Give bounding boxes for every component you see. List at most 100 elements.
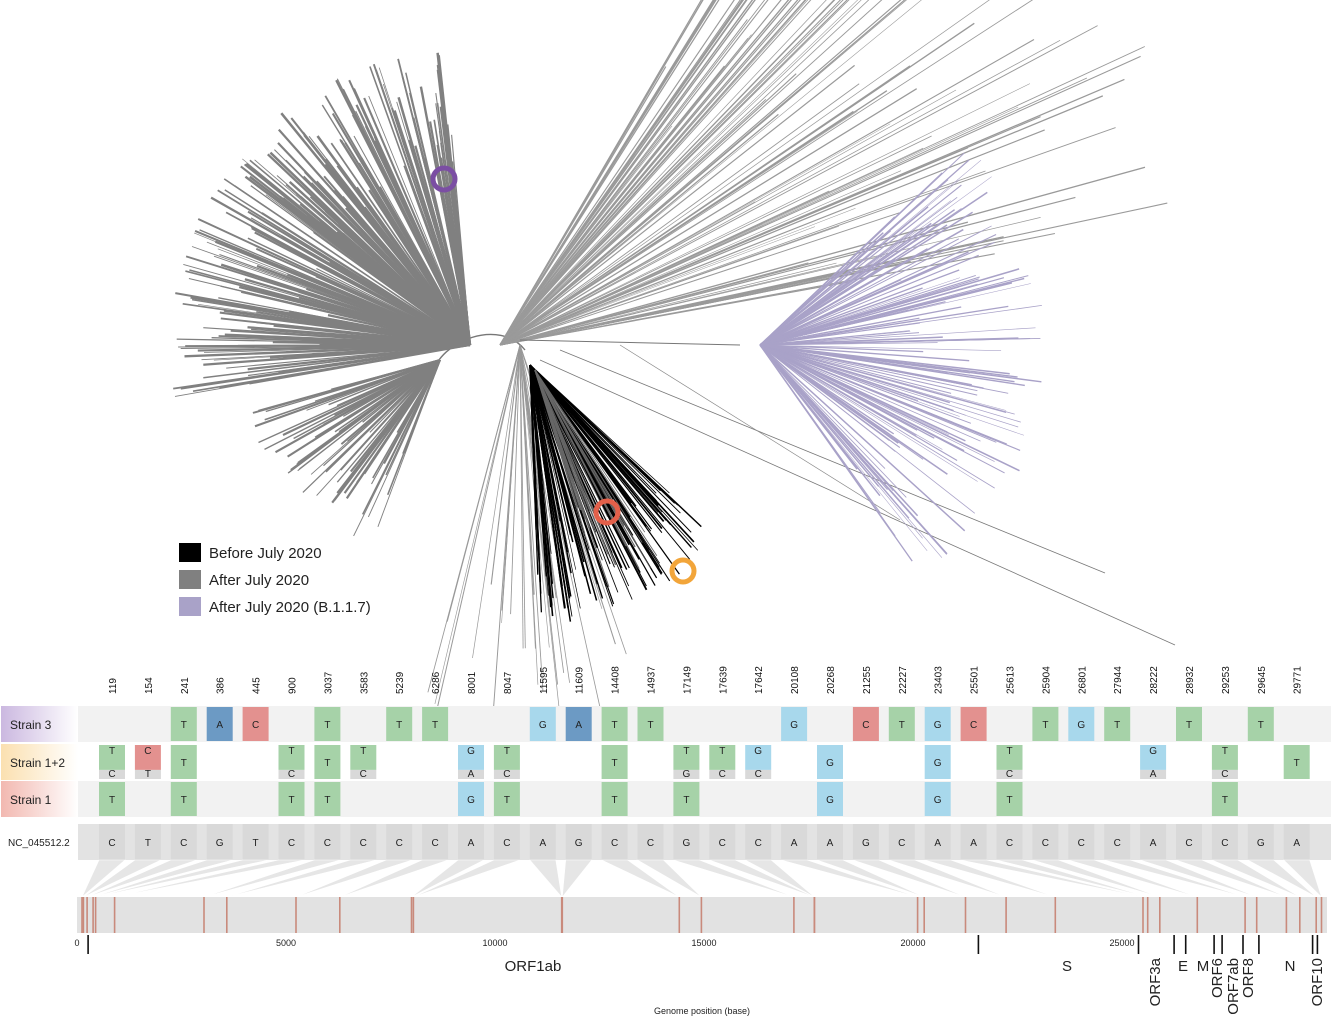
position-connector	[413, 859, 520, 898]
position-connector	[295, 859, 413, 898]
tree-branch	[759, 344, 1021, 423]
position-connector	[411, 859, 485, 898]
position-label: 20268	[826, 666, 837, 694]
tree-branch	[325, 359, 441, 473]
tree-branch	[759, 241, 995, 346]
tree-branch	[217, 248, 471, 346]
variant-base: T	[647, 720, 653, 731]
tree-branch	[436, 69, 471, 346]
axis-tick-label: 5000	[276, 938, 296, 948]
tree-clade-gray-right	[499, 0, 1168, 346]
reference-cell	[278, 824, 305, 860]
variant-base: A	[575, 720, 582, 731]
reference-cell	[924, 824, 951, 860]
position-label: 23403	[934, 666, 945, 694]
tree-branch	[759, 344, 886, 469]
tree-branch	[759, 230, 891, 346]
variant-cell	[924, 707, 951, 741]
tree-branch	[759, 344, 907, 498]
reference-cell	[99, 824, 125, 860]
position-connector	[1247, 859, 1317, 898]
variant-cell	[529, 707, 556, 741]
reference-cell	[242, 824, 269, 860]
variant-cell-minor	[673, 769, 700, 779]
tree-branch	[296, 359, 441, 466]
strain-marker-1	[430, 165, 458, 193]
position-label: 17642	[754, 666, 765, 694]
variant-cell	[960, 707, 987, 741]
axis-tick-label: 20000	[901, 938, 926, 948]
tree-branch	[499, 0, 756, 346]
variant-base: T	[181, 720, 187, 731]
variant-cell	[924, 782, 951, 816]
position-connector	[745, 859, 815, 898]
tree-branch	[499, 0, 754, 346]
reference-base: C	[180, 838, 187, 849]
tree-branch	[529, 364, 671, 526]
tree-branch	[759, 159, 982, 346]
variant-cell-major	[493, 745, 520, 770]
legend-swatch	[179, 543, 201, 562]
variant-base-minor: A	[1150, 769, 1157, 780]
position-connector	[83, 859, 162, 898]
tree-branch	[759, 344, 938, 412]
variant-base: T	[324, 758, 330, 769]
reference-cell	[493, 824, 520, 860]
tree-branch	[417, 169, 471, 346]
position-label: 27944	[1113, 666, 1124, 694]
position-connector	[529, 859, 563, 898]
variant-base: T	[612, 758, 618, 769]
tree-branch	[472, 344, 521, 659]
position-connector	[601, 859, 680, 898]
reference-cell	[1104, 824, 1131, 860]
tree-branch	[529, 364, 691, 560]
tree-branch	[759, 344, 858, 470]
variant-cell	[170, 745, 197, 779]
tree-branch	[759, 269, 960, 346]
variant-cell-major	[278, 745, 305, 770]
tree-branch	[293, 359, 441, 440]
tree-branch	[759, 344, 995, 489]
tree-branch	[490, 344, 521, 585]
tree-branch	[258, 359, 441, 444]
tree-branch	[499, 110, 854, 346]
reference-base: C	[1078, 838, 1085, 849]
snp-alignment: Strain 3 Strain 1+2 Strain 1 NC_045512.2 119…	[1, 666, 1331, 860]
gene-label: ORF1ab	[505, 958, 562, 975]
reference-base: G	[575, 838, 583, 849]
position-connector	[1175, 859, 1287, 898]
legend: Before July 2020 After July 2020 After Jul…	[179, 543, 371, 616]
tree-branch	[759, 200, 952, 346]
tree-branch	[759, 344, 895, 435]
tree-branch	[529, 364, 573, 617]
variant-cell	[852, 707, 879, 741]
row-label-bg	[1, 744, 78, 780]
variant-base: G	[934, 795, 942, 806]
reference-base: C	[360, 838, 367, 849]
reference-cell	[134, 824, 161, 860]
position-label: 5239	[395, 671, 406, 694]
tree-branch	[324, 211, 471, 346]
reference-base: A	[827, 838, 834, 849]
reference-base: C	[1114, 838, 1121, 849]
tree-branch	[499, 46, 1145, 346]
tree-branch	[499, 0, 906, 346]
variant-cell-major	[350, 745, 377, 770]
reference-base: G	[683, 838, 691, 849]
tree-branch	[199, 229, 471, 346]
tree-branch	[759, 344, 943, 558]
position-label: 29645	[1257, 666, 1268, 694]
variant-cell-minor	[996, 769, 1023, 779]
variant-base: C	[252, 720, 259, 731]
variant-cell	[314, 745, 341, 779]
reference-base: C	[288, 838, 295, 849]
gene-label: S	[1062, 958, 1072, 975]
variant-base-minor: C	[1006, 769, 1013, 780]
variant-base-minor: A	[468, 769, 475, 780]
row-label: Strain 1	[10, 793, 52, 807]
tree-branch	[329, 261, 471, 346]
row-band	[78, 781, 1331, 817]
tree-branch	[529, 364, 591, 559]
tree-branch	[252, 359, 441, 414]
variant-base: T	[109, 795, 115, 806]
